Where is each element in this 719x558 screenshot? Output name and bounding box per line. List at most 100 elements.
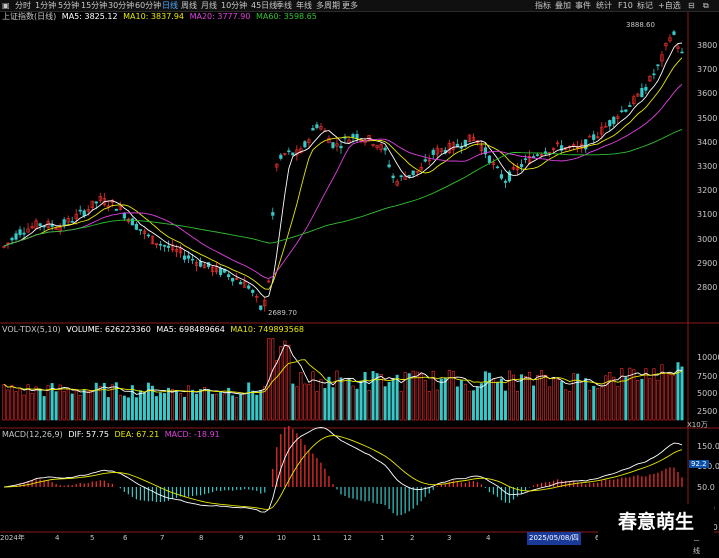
period-tab-15min[interactable]: 15分钟 xyxy=(81,1,108,10)
dif-line xyxy=(3,427,683,513)
volume-bar xyxy=(656,379,660,421)
period-tab-5min[interactable]: 5分钟 xyxy=(58,1,80,10)
volume-bar xyxy=(271,338,275,421)
volume-bar xyxy=(516,390,520,421)
period-tab-weekly[interactable]: 周线 xyxy=(181,1,197,10)
volume-bar xyxy=(664,372,668,421)
volume-bar xyxy=(150,385,154,421)
candle-body xyxy=(178,248,183,254)
volume-bar xyxy=(624,377,628,421)
candle-body xyxy=(407,175,411,177)
candle-body xyxy=(632,96,636,104)
volume-bar xyxy=(588,389,592,421)
date-tick: 12 xyxy=(343,534,352,542)
candle-body xyxy=(174,249,179,252)
period-tab-10min[interactable]: 10分钟 xyxy=(221,1,248,10)
volume-bar xyxy=(632,369,636,421)
volume-bar xyxy=(26,384,30,421)
overlay-button[interactable]: 叠加 xyxy=(555,1,571,10)
volume-bar xyxy=(359,380,363,421)
date-tick: 10 xyxy=(277,534,286,542)
candle-body xyxy=(307,139,311,144)
price-tick: 2800 xyxy=(697,283,718,292)
vol-indicator-title[interactable]: VOL-TDX(5,10) xyxy=(2,325,61,334)
price-tick: 3700 xyxy=(697,65,718,75)
candle-body xyxy=(467,134,471,142)
volume-bar xyxy=(435,389,439,421)
period-tab-30min[interactable]: 30分钟 xyxy=(108,1,135,10)
macd-indicator-title[interactable]: MACD(12,26,9) xyxy=(2,430,63,439)
period-tab-yearly[interactable]: 年线 xyxy=(296,1,312,10)
volume-bar xyxy=(78,394,82,421)
candle-body xyxy=(58,226,62,232)
volume-bar xyxy=(170,389,174,421)
price-tick: 3000 xyxy=(697,234,718,244)
indicator-button[interactable]: 指标 xyxy=(535,1,551,10)
mark-button[interactable]: 标记 xyxy=(637,1,653,10)
candle-body xyxy=(90,200,94,209)
maximize-box-icon[interactable]: ⧉ xyxy=(703,1,709,10)
candle-body xyxy=(652,73,656,76)
volume-bar xyxy=(323,388,327,421)
candle-body xyxy=(367,135,371,140)
volume-bar xyxy=(511,374,515,421)
candle-body xyxy=(38,223,42,227)
period-tab-fenshi[interactable]: 分时 xyxy=(15,1,31,10)
candle-body xyxy=(22,232,26,235)
period-tab-monthly[interactable]: 月线 xyxy=(201,1,217,10)
period-tab-45day[interactable]: 45日线 xyxy=(251,1,278,10)
candle-body xyxy=(347,139,351,144)
layout-icon[interactable]: ▣ xyxy=(2,1,10,10)
candle-body xyxy=(26,228,30,233)
volume-bar xyxy=(536,375,540,421)
volume-bar xyxy=(612,376,616,421)
f10-button[interactable]: F10 xyxy=(618,1,633,10)
candle-body xyxy=(499,174,504,179)
candle-body xyxy=(672,31,676,35)
volume-bar xyxy=(576,373,580,421)
candle-body xyxy=(600,126,604,135)
minimize-box-icon[interactable]: ⊟ xyxy=(688,1,695,10)
volume-bar xyxy=(391,377,395,421)
period-tab-more[interactable]: 更多 xyxy=(342,1,358,10)
volume-bar xyxy=(311,371,315,421)
volume-bar xyxy=(335,370,339,421)
macd-tick: 150.0 xyxy=(697,442,719,451)
volume-bar xyxy=(415,371,419,421)
candle-body xyxy=(243,281,247,288)
candle-body xyxy=(495,166,500,169)
volume-bar xyxy=(520,374,524,421)
candle-body xyxy=(660,54,664,62)
add-watchlist-button[interactable]: +自选 xyxy=(658,1,681,10)
volume-bar xyxy=(327,376,331,421)
date-tick: 4 xyxy=(486,534,491,542)
period-tab-quarterly[interactable]: 季线 xyxy=(276,1,292,10)
volume-bar xyxy=(644,368,648,421)
candle-body xyxy=(375,145,379,148)
candle-body xyxy=(142,230,147,234)
period-tab-multi[interactable]: 多周期 xyxy=(316,1,340,10)
volume-bar xyxy=(66,387,70,421)
candle-body xyxy=(680,51,684,54)
volume-bar xyxy=(640,378,644,421)
volume-bar xyxy=(187,385,191,421)
candle-body xyxy=(411,170,415,176)
candle-body xyxy=(154,243,159,246)
candle-body xyxy=(419,167,423,171)
period-tab-60min[interactable]: 60分钟 xyxy=(135,1,162,10)
candle-body xyxy=(628,105,632,107)
candle-body xyxy=(74,213,78,220)
period-tab-1min[interactable]: 1分钟 xyxy=(35,1,57,10)
event-button[interactable]: 事件 xyxy=(575,1,591,10)
candle-body xyxy=(30,226,34,229)
volume-bar xyxy=(399,390,403,421)
stats-button[interactable]: 统计 xyxy=(596,1,612,10)
volume-bar xyxy=(195,393,199,421)
volume-bar xyxy=(379,374,383,421)
vol-ma10-line xyxy=(3,359,683,394)
volume-bar xyxy=(235,397,239,421)
volume-bar xyxy=(154,396,158,421)
price-tick: 3300 xyxy=(697,162,718,171)
period-tab-daily[interactable]: 日线 xyxy=(162,1,178,10)
stock-chart[interactable] xyxy=(0,0,719,545)
